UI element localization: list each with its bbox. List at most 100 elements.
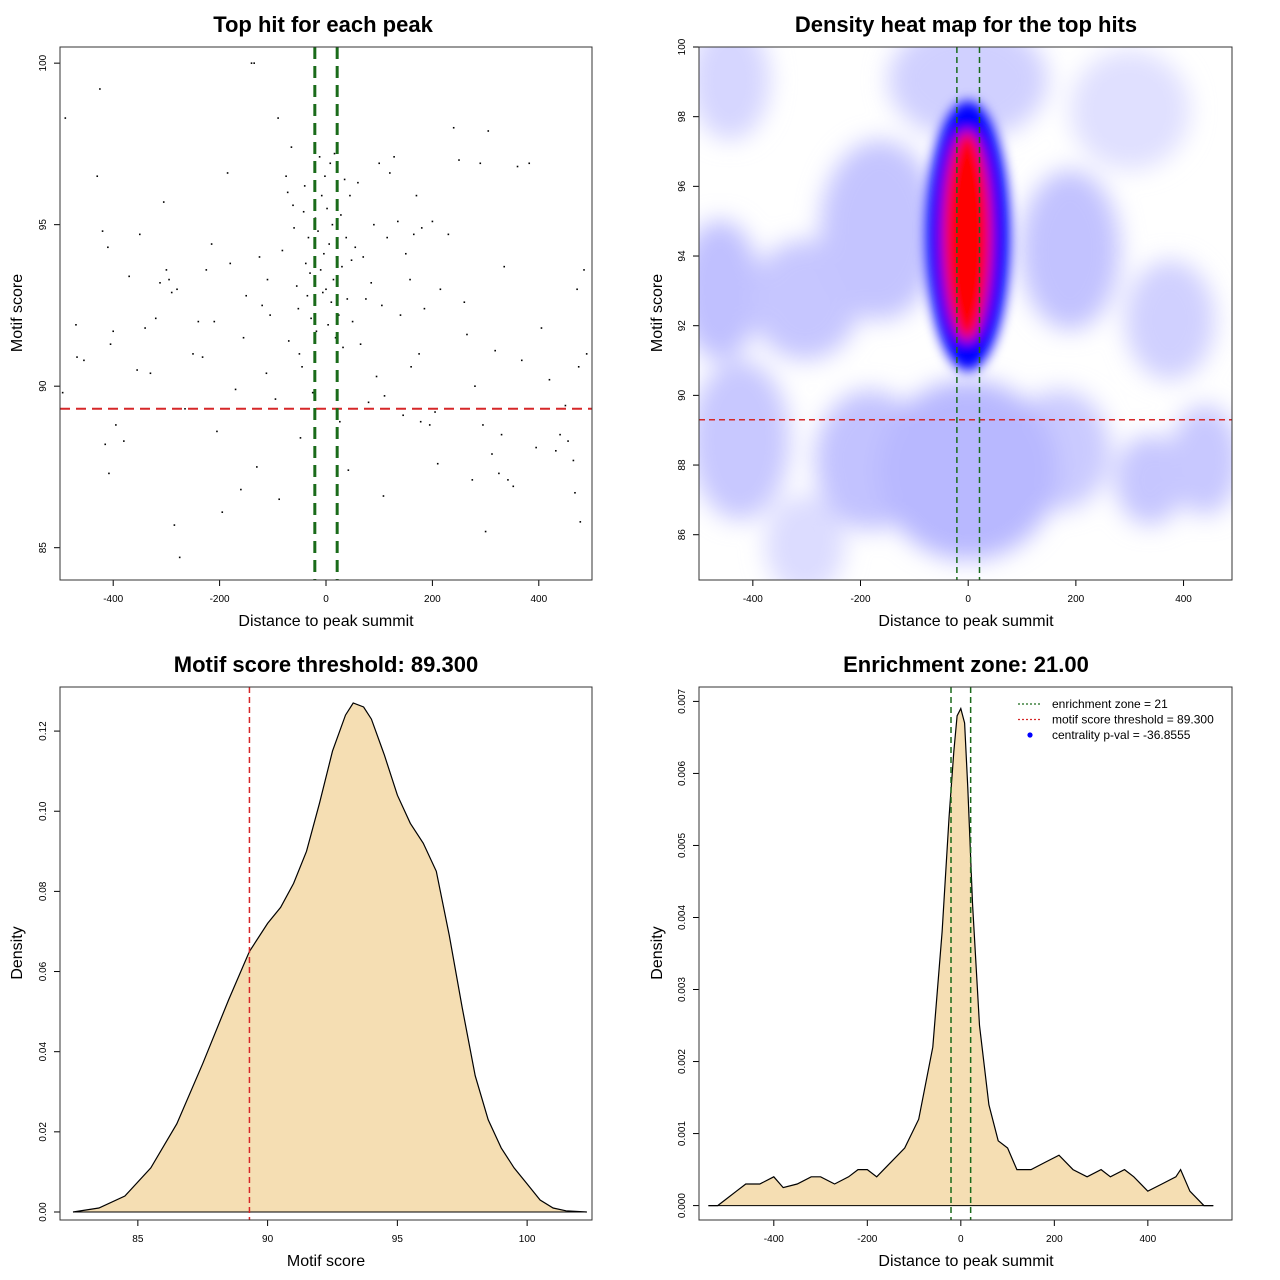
scatter-point (503, 265, 506, 268)
scatter-point (173, 524, 176, 526)
score-density-panel: Motif score threshold: 89.300 Motif scor… (9, 652, 593, 1270)
scatter-point (350, 259, 353, 261)
scatter-point (197, 320, 200, 323)
scatter-point (559, 433, 561, 436)
score-y-tick-label: 0.00 (38, 1202, 49, 1222)
scatter-point (323, 252, 325, 255)
distance-density-frame (698, 686, 1233, 1221)
scatter-point (192, 353, 194, 355)
scatter-point (285, 175, 287, 178)
scatter-point (256, 466, 258, 468)
scatter-point (221, 511, 224, 513)
scatter-frame (59, 46, 593, 581)
heatmap-ref-lines (699, 47, 1232, 580)
score-y-tick-label: 0.04 (38, 1042, 49, 1062)
scatter-point (213, 320, 216, 323)
heatmap-x-label: Distance to peak summit (878, 613, 1054, 630)
scatter-point (159, 282, 161, 284)
scatter-point (540, 327, 543, 329)
scatter-point (76, 356, 78, 358)
scatter-point (339, 420, 341, 423)
heatmap-title: Density heat map for the top hits (795, 12, 1137, 37)
scatter-point (347, 469, 350, 471)
distance-y-tick-label: 0.003 (677, 977, 688, 1002)
distance-y-tick-label: 0.007 (677, 688, 688, 713)
legend-label: enrichment zone = 21 (1052, 697, 1168, 711)
scatter-x-tick-label: -400 (103, 594, 123, 605)
distance-density-title: Enrichment zone: 21.00 (843, 652, 1089, 677)
scatter-point (149, 372, 152, 375)
scatter-point (343, 178, 346, 181)
distance-density-legend: enrichment zone = 21 motif score threshol… (1018, 697, 1214, 742)
scatter-point (242, 336, 245, 339)
scatter-point (383, 395, 386, 397)
scatter-point (303, 185, 306, 187)
scatter-point (365, 298, 367, 300)
scatter-point (304, 262, 307, 265)
scatter-point (64, 117, 67, 119)
scatter-point (301, 366, 303, 368)
distance-y-tick-label: 0.001 (677, 1121, 688, 1146)
heatmap-y-tick-label: 100 (677, 38, 688, 55)
scatter-point (99, 88, 101, 90)
scatter-point (487, 130, 490, 132)
scatter-point (297, 307, 300, 310)
scatter-point (250, 62, 253, 64)
scatter-x-tick-label: 400 (530, 594, 547, 605)
scatter-point (327, 324, 329, 326)
scatter-point (265, 372, 268, 375)
scatter-point (458, 159, 460, 161)
scatter-point (412, 233, 415, 236)
scatter-point (375, 375, 378, 378)
scatter-point (277, 117, 279, 119)
distance-density-y-label: Density (649, 926, 666, 979)
heatmap-x-tick-label: -200 (851, 594, 871, 605)
scatter-point (418, 353, 420, 355)
heatmap-background-density (699, 47, 1232, 580)
scatter-point (318, 156, 321, 158)
scatter-point (107, 246, 109, 249)
heatmap-x-tick-label: -400 (743, 594, 763, 605)
scatter-point (555, 449, 557, 452)
score-y-tick-label: 0.08 (38, 881, 49, 901)
scatter-points (61, 62, 588, 559)
score-density-plot (72, 687, 587, 1220)
scatter-point (577, 366, 580, 368)
score-y-tick-label: 0.06 (38, 961, 49, 981)
scatter-point (397, 220, 399, 223)
scatter-point (351, 320, 354, 323)
score-x-tick-label: 85 (132, 1234, 144, 1245)
scatter-x-tick-label: -200 (210, 594, 230, 605)
scatter-point (419, 420, 422, 423)
legend-point-symbol (1027, 732, 1033, 738)
scatter-point (346, 298, 349, 300)
scatter-point (373, 223, 375, 226)
heatmap-y-tick-label: 86 (677, 529, 688, 541)
scatter-point (370, 282, 373, 284)
scatter-point (311, 391, 314, 394)
scatter-point (295, 285, 298, 287)
distance-x-tick-label: 400 (1139, 1234, 1156, 1245)
scatter-point (278, 498, 280, 501)
scatter-point (479, 162, 482, 165)
heatmap-y-tick-label: 90 (677, 389, 688, 401)
scatter-point (226, 172, 229, 174)
scatter-point (309, 272, 311, 274)
scatter-point (293, 227, 295, 229)
scatter-title: Top hit for each peak (213, 12, 433, 37)
scatter-point (491, 453, 493, 455)
scatter-point (201, 356, 204, 358)
score-y-tick-label: 0.02 (38, 1122, 49, 1142)
scatter-point (245, 294, 247, 297)
distance-x-tick-label: -400 (764, 1234, 784, 1245)
heatmap-frame (698, 46, 1233, 581)
scatter-point (345, 236, 348, 239)
scatter-point (585, 353, 588, 355)
scatter-y-tick-label: 90 (38, 380, 49, 392)
scatter-point (576, 288, 578, 291)
scatter-point (123, 440, 125, 442)
scatter-point (340, 214, 342, 216)
heatmap-x-tick-label: 200 (1068, 594, 1085, 605)
scatter-point (548, 378, 551, 381)
heatmap-panel: Density heat map for the top hits Distan… (649, 12, 1233, 630)
